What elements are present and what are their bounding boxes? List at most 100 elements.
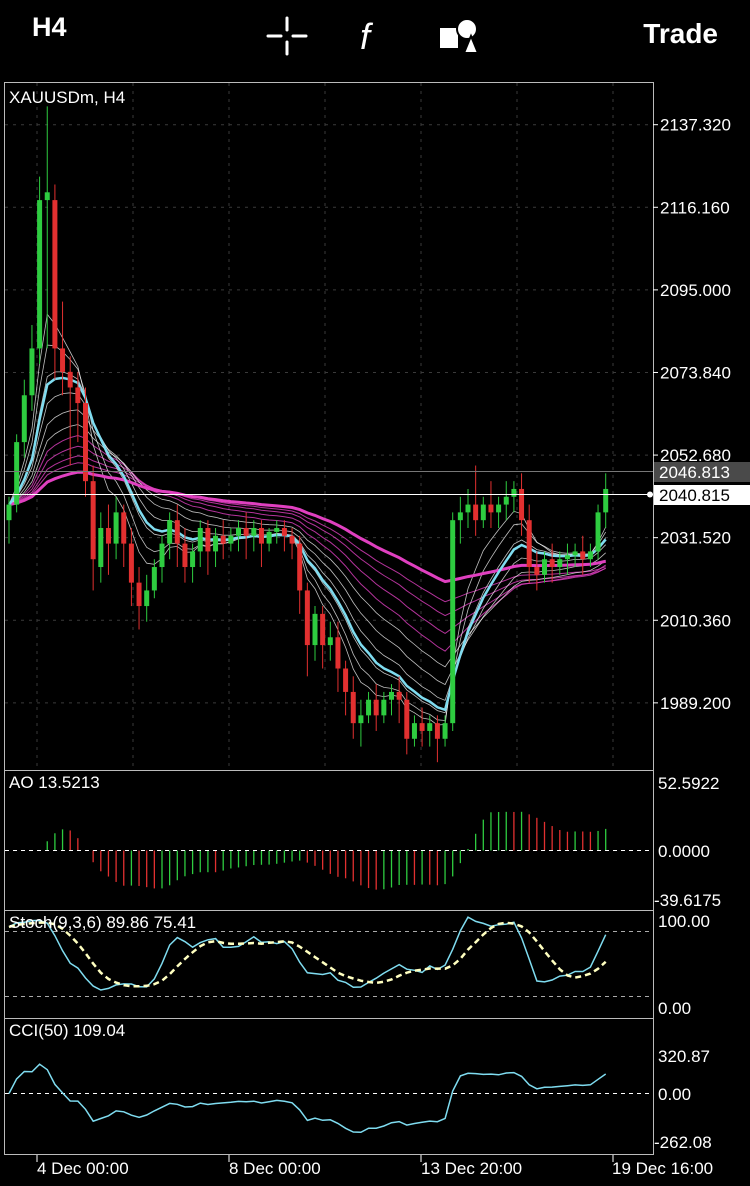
candle (488, 481, 494, 528)
candle-body (151, 567, 157, 591)
stoch-tick-bottom: 0.00 (658, 999, 691, 1018)
trade-button[interactable]: Trade (643, 18, 718, 49)
candle (404, 691, 410, 755)
objects-icon[interactable] (438, 16, 480, 56)
candle (312, 606, 318, 661)
candle-body (67, 371, 73, 388)
candle (44, 106, 50, 349)
candle (595, 504, 601, 560)
candle (83, 387, 88, 497)
candle-body (603, 488, 609, 513)
candle-body (44, 192, 50, 201)
candle (274, 520, 280, 544)
candle-body (595, 512, 601, 552)
candle (258, 520, 264, 568)
candle (496, 496, 502, 528)
cci-pane-frame (4, 1018, 654, 1155)
candle (526, 504, 532, 583)
candle (373, 684, 379, 731)
ao-pane-frame (4, 770, 654, 911)
candle (251, 520, 257, 552)
candle (37, 176, 43, 365)
ma-slow-line (8, 470, 607, 584)
time-label: 8 Dec 00:00 (229, 1159, 321, 1178)
ma-slow-ribbon (8, 455, 606, 617)
candle (297, 535, 303, 614)
candle-body (75, 387, 81, 404)
candle (564, 543, 570, 575)
candle-body (327, 637, 333, 646)
cci-tick-top: 320.87 (658, 1047, 710, 1066)
stoch-main-line (8, 916, 607, 991)
ao-label: AO 13.5213 (9, 773, 100, 792)
candle (151, 559, 157, 599)
stoch-label: Stoch(9,3,6) 89.86 75.41 (9, 913, 196, 932)
candle-body (258, 527, 264, 544)
candle-body (136, 582, 142, 607)
ask-price-label: 2046.813 (659, 463, 730, 482)
top-toolbar: H4 f Trade (0, 0, 750, 70)
candle (465, 488, 471, 528)
candle-body (113, 512, 119, 544)
price-tick: 2137.320 (660, 116, 731, 135)
symbol-label: XAUUSDm, H4 (9, 88, 125, 107)
cci-tick-zero: 0.00 (658, 1085, 691, 1104)
function-icon[interactable]: f (352, 16, 394, 57)
candle-body (526, 520, 532, 568)
candle (121, 504, 127, 568)
candle (167, 512, 173, 560)
candle-body (564, 555, 570, 560)
candle (419, 707, 425, 747)
candle-body (213, 535, 219, 552)
candle-body (52, 200, 58, 349)
candle-body (243, 527, 249, 536)
timeframe-button[interactable]: H4 (32, 12, 67, 42)
candle-body (289, 535, 295, 544)
candle (396, 676, 402, 724)
candle-body (381, 699, 387, 716)
candle-body (220, 535, 226, 544)
candle-body (297, 543, 303, 591)
crosshair-icon[interactable] (266, 16, 308, 56)
candle (557, 551, 563, 575)
candle (542, 551, 547, 583)
candle-body (128, 543, 134, 583)
candle-body (197, 527, 203, 552)
candle (427, 715, 433, 747)
candle-body (90, 481, 96, 560)
candle (534, 551, 540, 591)
candle (343, 660, 349, 716)
candle (197, 520, 203, 568)
candle (434, 715, 440, 763)
bid-marker (647, 491, 653, 498)
stoch-tick-top: 100.00 (658, 912, 710, 931)
time-label: 13 Dec 20:00 (421, 1159, 522, 1178)
ao-tick-top: 52.5922 (658, 774, 719, 793)
time-label: 19 Dec 16:00 (612, 1159, 713, 1178)
candle (159, 535, 165, 583)
candle (228, 527, 234, 552)
candle-body (37, 200, 43, 349)
candle (335, 621, 341, 692)
candle-body (236, 527, 241, 536)
price-tick: 2031.520 (660, 529, 731, 548)
candle-body (251, 527, 257, 536)
ma-ribbon (8, 409, 606, 686)
ao-tick-bottom: -39.6175 (654, 891, 721, 910)
moving-averages (8, 313, 607, 726)
candle-body (465, 504, 471, 513)
candle (572, 543, 578, 568)
candle-body (496, 504, 502, 513)
ma-ribbon (8, 392, 606, 701)
candle (327, 621, 333, 661)
main-pane-frame (4, 82, 654, 771)
candle-body (105, 527, 111, 544)
candle-body (511, 488, 517, 497)
candle-body (434, 723, 440, 739)
candle-body (549, 559, 555, 568)
candle-body (457, 512, 463, 521)
candle (442, 715, 448, 747)
candle (113, 496, 119, 560)
candle-body (312, 613, 318, 646)
